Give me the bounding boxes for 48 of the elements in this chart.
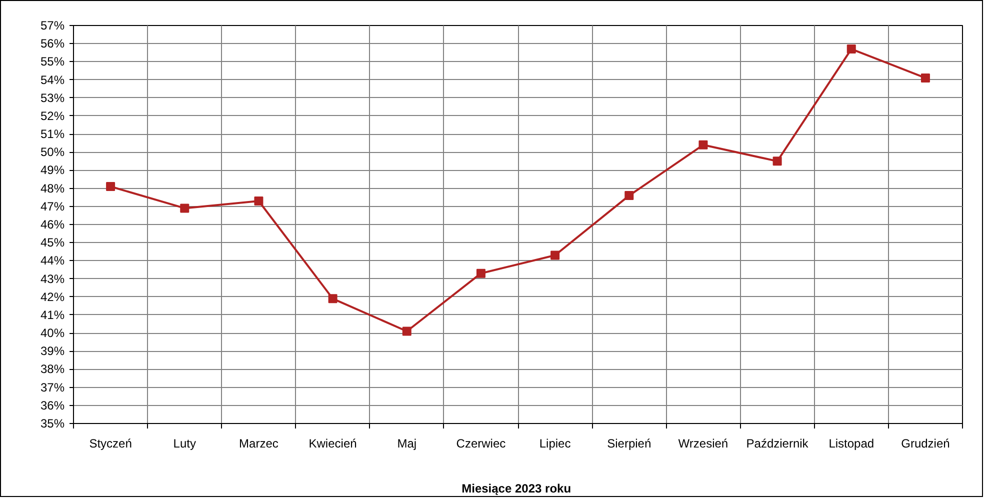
y-tick-label: 49% <box>40 163 65 178</box>
point <box>698 140 708 150</box>
x-tick-label: Grudzień <box>901 436 950 450</box>
point <box>402 326 412 336</box>
y-tick-label: 42% <box>40 290 65 304</box>
x-tick-label: Październik <box>746 436 810 450</box>
y-tick-label: 45% <box>40 236 65 250</box>
point <box>624 191 634 200</box>
point <box>254 196 264 206</box>
y-tick-label: 46% <box>40 218 65 232</box>
y-tick-label: 54% <box>40 72 65 87</box>
y-tick-label: 38% <box>40 362 65 376</box>
x-tick-label: Luty <box>173 436 196 450</box>
y-tick-label: 35% <box>40 416 65 430</box>
x-axis-title: Miesiące 2023 roku <box>462 482 572 496</box>
x-tick-label: Marzec <box>239 436 278 450</box>
y-tick-label: 37% <box>40 380 65 394</box>
y-tick-label: 57% <box>40 18 65 32</box>
x-tick-label: Wrzesień <box>678 436 728 450</box>
x-tick-label: Maj <box>397 436 417 450</box>
y-tick-label: 56% <box>40 36 65 51</box>
y-tick-label: 40% <box>40 326 65 340</box>
y-tick-label: 53% <box>40 90 65 105</box>
point <box>920 73 930 82</box>
point <box>328 294 338 304</box>
y-tick-label: 52% <box>40 108 65 123</box>
y-tick-label: 44% <box>40 254 65 268</box>
point <box>846 44 856 54</box>
y-tick-label: 36% <box>40 398 65 412</box>
y-tick-label: 39% <box>40 344 65 358</box>
y-tick-label: 41% <box>40 308 65 322</box>
y-tick-label: 47% <box>40 199 65 214</box>
x-tick-label: Lipiec <box>539 436 571 450</box>
point <box>772 156 782 166</box>
point <box>476 268 486 278</box>
point <box>180 204 190 213</box>
point <box>550 250 560 260</box>
y-tick-label: 50% <box>40 145 65 160</box>
x-tick-label: Sierpień <box>607 436 652 450</box>
y-tick-label: 48% <box>40 181 65 196</box>
y-tick-label: 43% <box>40 272 65 286</box>
point <box>106 182 116 192</box>
x-tick-label: Czerwiec <box>456 436 506 450</box>
y-tick-label: 55% <box>40 54 65 69</box>
x-tick-label: Kwiecień <box>308 436 357 450</box>
x-tick-label: Listopad <box>828 436 874 450</box>
y-tick-label: 51% <box>40 127 65 142</box>
x-tick-label: Styczeń <box>89 436 132 450</box>
